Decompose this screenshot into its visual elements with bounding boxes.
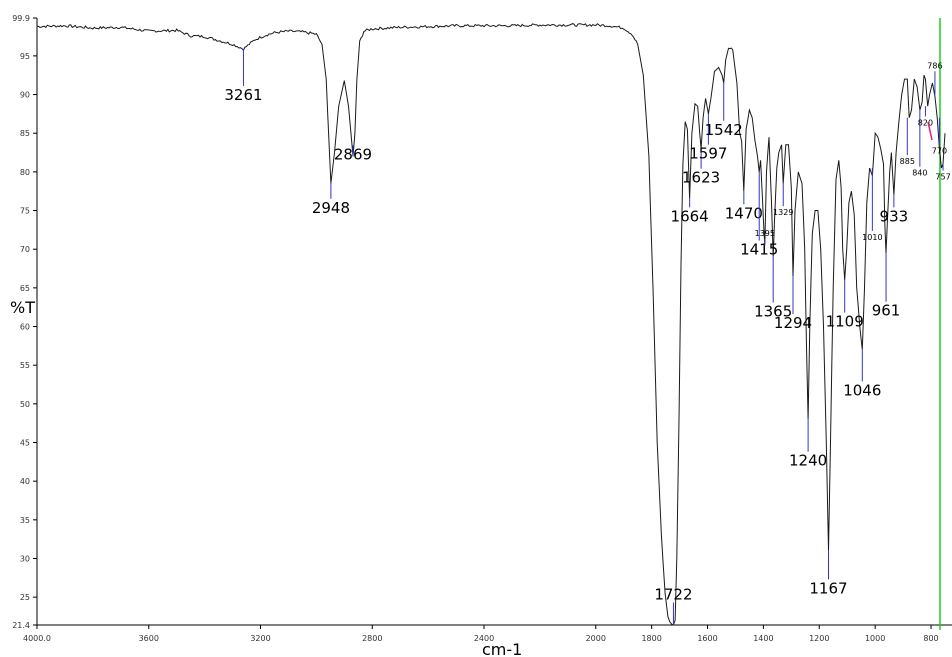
peak-label: 1415 (740, 241, 778, 259)
x-tick-label: 3600 (139, 634, 159, 643)
y-tick-label: 30 (20, 555, 30, 564)
peak-label: 1395 (755, 229, 775, 238)
x-tick-label: 2000 (586, 634, 606, 643)
peak-label: 757 (935, 173, 950, 182)
y-tick-label: 40 (20, 477, 30, 486)
peak-label: 1294 (774, 314, 812, 332)
x-tick-label: 1200 (809, 634, 829, 643)
x-tick-label: 3200 (250, 634, 270, 643)
peak-label: 1329 (773, 208, 793, 217)
peak-markers: 3261 2948 2869 1722 1664 1623 1597 1542 1470 1415… (224, 48, 951, 625)
peak-label: 786 (927, 61, 942, 70)
plot-frame (36, 18, 952, 626)
peak-label: 770 (932, 146, 947, 155)
y-axis-ticks: 99.9 95 90 85 80 75 70 65 60 55 50 45 40 35 30 25 21.4 (12, 14, 37, 630)
y-tick-label: 55 (20, 361, 30, 370)
y-tick-label: 95 (20, 52, 30, 61)
y-tick-label: 90 (20, 91, 30, 100)
peak-label: 820 (918, 118, 933, 127)
y-tick-label: 99.9 (12, 14, 30, 23)
x-tick-label: 1400 (753, 634, 773, 643)
y-tick-label: 21.4 (12, 621, 30, 630)
y-tick-label: 50 (20, 400, 30, 409)
x-axis-title: cm-1 (482, 640, 522, 657)
peak-label: 961 (872, 302, 901, 320)
x-tick-label: 800 (923, 634, 938, 643)
x-axis-ticks: 4000.0 3600 3200 2800 2400 2000 1800 1600 1400 12… (23, 625, 939, 643)
peak-label: 2948 (312, 199, 350, 217)
y-tick-label: 85 (20, 129, 30, 138)
y-tick-label: 35 (20, 516, 30, 525)
y-tick-label: 65 (20, 284, 30, 293)
spectrum-line (36, 23, 946, 626)
peak-label: 1010 (862, 233, 882, 242)
x-tick-label: 1600 (697, 634, 717, 643)
peak-label: 1664 (671, 207, 709, 225)
peak-label: 885 (900, 157, 915, 166)
x-tick-label: 2800 (362, 634, 382, 643)
y-tick-label: 25 (20, 593, 30, 602)
x-tick-label: 4000.0 (23, 634, 51, 643)
peak-label: 2869 (334, 146, 372, 164)
y-axis-title: %T (10, 298, 35, 317)
peak-label: 1542 (705, 121, 743, 139)
peak-label: 1046 (843, 381, 881, 399)
peak-label: 1240 (789, 452, 827, 470)
peak-label: 933 (880, 207, 909, 225)
peak-label: 1722 (654, 585, 692, 603)
peak-label: 1597 (689, 145, 727, 163)
x-tick-label: 1000 (865, 634, 885, 643)
y-tick-label: 45 (20, 439, 30, 448)
peak-label: 1167 (809, 579, 847, 597)
x-tick-label: 1800 (641, 634, 661, 643)
peak-label: 1365 (754, 302, 792, 320)
y-tick-label: 80 (20, 168, 30, 177)
x-tick-label: 2400 (474, 634, 494, 643)
peak-label: 3261 (224, 86, 262, 104)
peak-label: 840 (912, 169, 927, 178)
y-tick-label: 60 (20, 323, 30, 332)
peak-label: 1623 (682, 169, 720, 187)
y-tick-label: 75 (20, 207, 30, 216)
accent-mark (927, 121, 933, 141)
peak-label: 1109 (826, 313, 864, 331)
peak-label: 1470 (725, 204, 763, 222)
y-tick-label: 70 (20, 245, 30, 254)
